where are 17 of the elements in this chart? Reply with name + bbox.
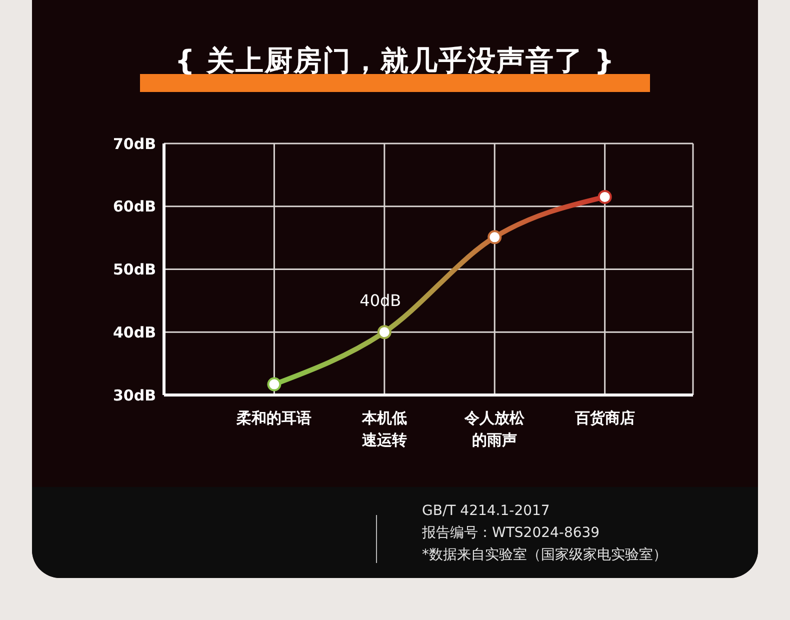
y-tick-label: 50dB xyxy=(112,260,156,279)
x-tick-label: 令人放松的雨声 xyxy=(464,409,526,449)
text: 报告编号：WTS2024-8639 xyxy=(422,524,601,543)
x-tick-label: 柔和的耳语 xyxy=(236,409,312,427)
text: GB/T 4214.1-2017 xyxy=(422,502,551,521)
text: *数据来自实验室（国家级家电实验室） xyxy=(422,546,667,565)
y-tick-label: 70dB xyxy=(112,134,156,153)
y-tick-label: 60dB xyxy=(112,198,156,216)
y-tick-label: 30dB xyxy=(112,386,156,404)
point xyxy=(377,325,392,340)
y-tick-label: 40dB xyxy=(112,323,156,342)
point xyxy=(267,377,282,392)
x-tick-label: 本机低速运转 xyxy=(360,409,407,449)
x-tick-label: 百货商店 xyxy=(574,409,635,427)
point xyxy=(488,230,502,244)
chart-title: { 关上厨房门，就几乎没声音了 } xyxy=(174,43,616,79)
point xyxy=(598,190,612,204)
